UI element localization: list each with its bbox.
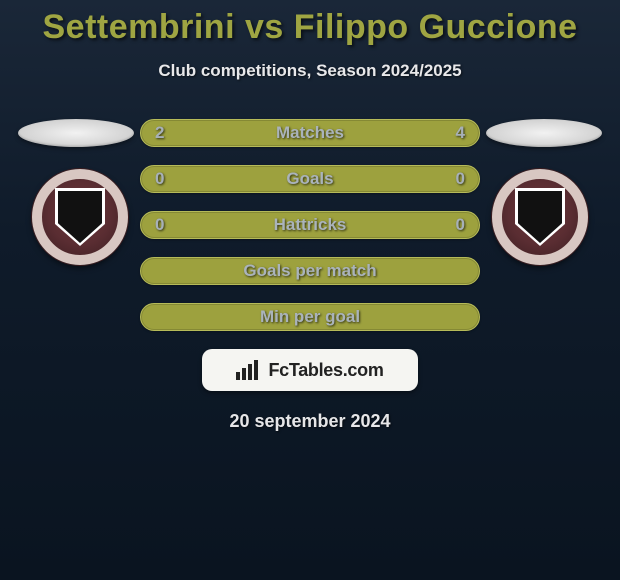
player-left-crest xyxy=(32,169,128,265)
stat-label: Goals per match xyxy=(243,261,376,281)
player-left-nameplate xyxy=(18,119,134,147)
stat-left-value: 0 xyxy=(155,166,164,192)
player-right-nameplate xyxy=(486,119,602,147)
stat-row-matches: 2 Matches 4 xyxy=(140,119,480,147)
stat-label: Goals xyxy=(286,169,333,189)
stat-left-value: 0 xyxy=(155,212,164,238)
page-title: Settembrini vs Filippo Guccione xyxy=(42,8,577,47)
stat-right-value: 0 xyxy=(456,212,465,238)
player-right-column xyxy=(480,119,600,265)
subtitle: Club competitions, Season 2024/2025 xyxy=(158,61,461,81)
crest-shield-icon xyxy=(515,188,565,246)
stats-list: 2 Matches 4 0 Goals 0 0 Hattricks 0 Goal… xyxy=(140,119,480,331)
stat-left-value: 2 xyxy=(155,120,164,146)
comparison-card: Settembrini vs Filippo Guccione Club com… xyxy=(0,0,620,580)
player-right-crest xyxy=(492,169,588,265)
comparison-body: 2 Matches 4 0 Goals 0 0 Hattricks 0 Goal… xyxy=(0,119,620,331)
stat-label: Min per goal xyxy=(260,307,360,327)
branding-text: FcTables.com xyxy=(268,360,383,381)
stat-row-goals: 0 Goals 0 xyxy=(140,165,480,193)
stat-label: Matches xyxy=(276,123,344,143)
branding-badge[interactable]: FcTables.com xyxy=(202,349,418,391)
stat-row-goals-per-match: Goals per match xyxy=(140,257,480,285)
stat-label: Hattricks xyxy=(274,215,347,235)
bars-chart-icon xyxy=(236,360,262,380)
crest-shield-icon xyxy=(55,188,105,246)
stat-row-min-per-goal: Min per goal xyxy=(140,303,480,331)
player-left-column xyxy=(20,119,140,265)
stat-row-hattricks: 0 Hattricks 0 xyxy=(140,211,480,239)
stat-right-value: 4 xyxy=(456,120,465,146)
stat-right-value: 0 xyxy=(456,166,465,192)
date-text: 20 september 2024 xyxy=(229,411,390,432)
